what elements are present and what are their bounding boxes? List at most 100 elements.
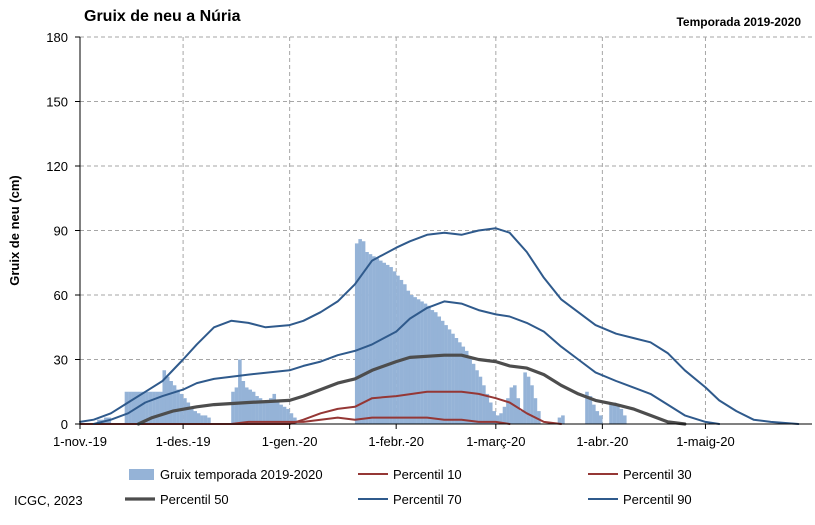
snow-depth-bar [502, 406, 507, 424]
snow-depth-bar [131, 391, 136, 424]
snow-depth-bar [124, 391, 129, 424]
x-tick-label: 1-maig-20 [676, 434, 735, 449]
snow-depth-bar [282, 406, 287, 424]
legend-label: Gruix temporada 2019-2020 [160, 467, 323, 482]
snow-depth-bar [492, 411, 496, 424]
snow-depth-bar [537, 411, 541, 424]
snow-depth-bar [148, 391, 153, 424]
snow-depth-bar [262, 400, 266, 424]
snow-depth-bar [152, 391, 156, 424]
snow-depth-bar [255, 396, 259, 424]
snow-depth-bar [430, 310, 435, 424]
percentile-line-p50 [136, 353, 687, 426]
chart-title: Gruix de neu a Núria [84, 8, 241, 25]
snow-depth-bar [293, 417, 297, 424]
snow-depth-bar [183, 398, 187, 424]
axes: 0 30 60 90 120 150 180 1-nov.-19 1-des.-19 1-gen.… [7, 30, 812, 449]
snow-depth-bar [162, 370, 167, 424]
snow-depth-bar [516, 398, 521, 424]
snow-depth-bar [403, 284, 407, 424]
snow-depth-bar [176, 389, 180, 424]
snow-depth-bar [461, 346, 466, 424]
snow-depth-bar [155, 391, 160, 424]
snow-depth-bar [286, 408, 290, 424]
snow-depth-bar [485, 393, 490, 424]
snow-depth-bar [251, 391, 256, 424]
snow-depth-bar [458, 342, 462, 424]
legend-label: Percentil 90 [623, 492, 692, 507]
x-tick-label: 1-abr.-20 [576, 434, 628, 449]
snow-depth-bar [523, 372, 527, 424]
snow-depth-bar [141, 391, 146, 424]
snow-depth-bar [454, 338, 459, 424]
snow-depth-bar [238, 359, 242, 424]
snow-depth-bar [433, 312, 438, 424]
snow-depth-bar [200, 415, 204, 424]
snow-depth-bar [279, 404, 283, 424]
season-label: Temporada 2019-2020 [676, 15, 801, 29]
snow-depth-bar [269, 398, 273, 424]
snow-depth-bar [258, 398, 263, 424]
snow-depth-bar [420, 301, 424, 424]
snow-depth-bar [561, 415, 565, 424]
y-tick-label: 0 [61, 417, 68, 432]
snow-depth-bar [447, 329, 452, 424]
snow-depth-bar [468, 357, 472, 424]
snow-depth-bar [138, 391, 143, 424]
snow-depth-bar [354, 243, 359, 424]
snow-depth-bar [592, 404, 596, 424]
snow-depth-bar [416, 299, 421, 424]
snow-depth-bar [145, 391, 149, 424]
snow-depth-bar [289, 413, 294, 424]
snow-depth-bar [189, 406, 194, 424]
snow-depth-bar [392, 271, 397, 424]
snow-depth-bar [172, 385, 177, 424]
snow-depth-bar [585, 391, 589, 424]
snow-depth-bar [265, 402, 270, 424]
snow-depth-bar [372, 256, 376, 424]
snow-depth-bar [159, 391, 163, 424]
snow-depth-bar [361, 241, 366, 424]
snow-depth-bar [588, 396, 593, 424]
snow-depth-bar [165, 376, 170, 424]
y-tick-label: 150 [46, 95, 68, 110]
snow-depth-bar [619, 408, 624, 424]
snow-depth-bar [427, 305, 431, 424]
snow-depth-bar [557, 417, 562, 424]
snow-depth-bar [193, 411, 197, 424]
snow-depth-bar [464, 350, 469, 424]
x-tick-label: 1-febr.-20 [368, 434, 424, 449]
snow-depth-bar [509, 387, 514, 424]
snow-depth-bar [358, 239, 362, 424]
snow-depth-bar [396, 275, 400, 424]
snow-depth-bar [389, 267, 393, 424]
snow-depth-bar [530, 385, 534, 424]
legend-label: Percentil 70 [393, 492, 462, 507]
snow-depth-bar [499, 413, 503, 424]
snow-depth-bar [409, 295, 414, 424]
source-credit: ICGC, 2023 [14, 493, 83, 508]
snow-depth-bar [478, 376, 483, 424]
snow-depth-bar [616, 404, 620, 424]
snow-depth-bar [488, 402, 493, 424]
percentile-line-p90 [79, 227, 800, 425]
y-tick-label: 180 [46, 30, 68, 45]
percentile-lines [79, 227, 800, 426]
snow-depth-bar [231, 391, 235, 424]
legend-label: Percentil 10 [393, 467, 462, 482]
snow-depth-bar [482, 385, 486, 424]
snow-depth-bar [244, 387, 249, 424]
snow-depth-bar [196, 413, 201, 424]
snow-depth-bar [275, 402, 280, 424]
snow-depth-bar [234, 387, 239, 424]
snow-depth-bar [382, 262, 387, 424]
snow-depth-bar [423, 303, 428, 424]
snow-depth-bars [97, 239, 627, 424]
legend-label: Percentil 50 [160, 492, 229, 507]
snow-depth-bar [598, 415, 603, 424]
legend: Gruix temporada 2019-2020 Percentil 10 Per… [125, 467, 692, 507]
snow-depth-bar [533, 398, 538, 424]
legend-label: Percentil 30 [623, 467, 692, 482]
snow-depth-bar [413, 297, 417, 424]
